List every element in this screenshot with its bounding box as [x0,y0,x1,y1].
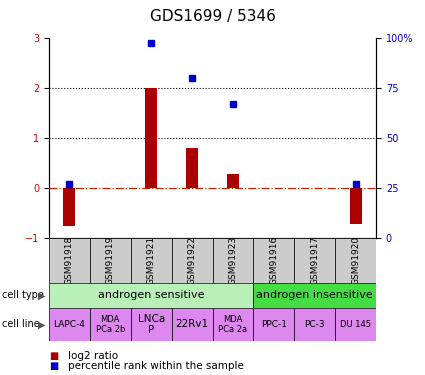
Text: GSM91923: GSM91923 [229,236,238,285]
Bar [145,88,157,188]
Bar [63,188,76,226]
Bar [212,308,253,341]
Text: LNCa
P: LNCa P [138,314,165,335]
Text: GSM91916: GSM91916 [269,236,278,285]
Bar [253,308,294,341]
Bar [335,238,376,283]
Text: cell line: cell line [2,320,40,329]
Bar [49,308,90,341]
Bar [294,308,335,341]
Text: GSM91918: GSM91918 [65,236,74,285]
Text: MDA
PCa 2a: MDA PCa 2a [218,315,247,334]
Text: GSM91921: GSM91921 [147,236,156,285]
Bar [253,238,294,283]
Bar [90,238,131,283]
Text: ▶: ▶ [38,290,45,300]
Bar [186,148,198,188]
Bar [131,308,172,341]
Bar [349,188,362,224]
Text: log2 ratio: log2 ratio [68,351,118,361]
Text: ▶: ▶ [38,320,45,329]
Bar [90,308,131,341]
Text: androgen sensitive: androgen sensitive [98,290,204,300]
Text: DU 145: DU 145 [340,320,371,329]
Bar [253,283,376,308]
Text: cell type: cell type [2,290,44,300]
Bar [294,238,335,283]
Bar [335,308,376,341]
Bar [49,283,253,308]
Text: ■: ■ [49,361,58,370]
Text: PPC-1: PPC-1 [261,320,287,329]
Text: LAPC-4: LAPC-4 [54,320,85,329]
Text: MDA
PCa 2b: MDA PCa 2b [96,315,125,334]
Bar [131,238,172,283]
Bar [172,308,212,341]
Text: PC-3: PC-3 [304,320,325,329]
Bar [227,174,239,188]
Bar [172,238,212,283]
Text: androgen insensitive: androgen insensitive [256,290,373,300]
Text: GSM91922: GSM91922 [187,236,196,285]
Bar [212,238,253,283]
Text: ■: ■ [49,351,58,361]
Text: percentile rank within the sample: percentile rank within the sample [68,361,244,370]
Text: GSM91920: GSM91920 [351,236,360,285]
Text: GSM91919: GSM91919 [106,236,115,285]
Text: GDS1699 / 5346: GDS1699 / 5346 [150,9,275,24]
Text: GSM91917: GSM91917 [310,236,319,285]
Bar [49,238,90,283]
Text: 22Rv1: 22Rv1 [176,320,209,329]
